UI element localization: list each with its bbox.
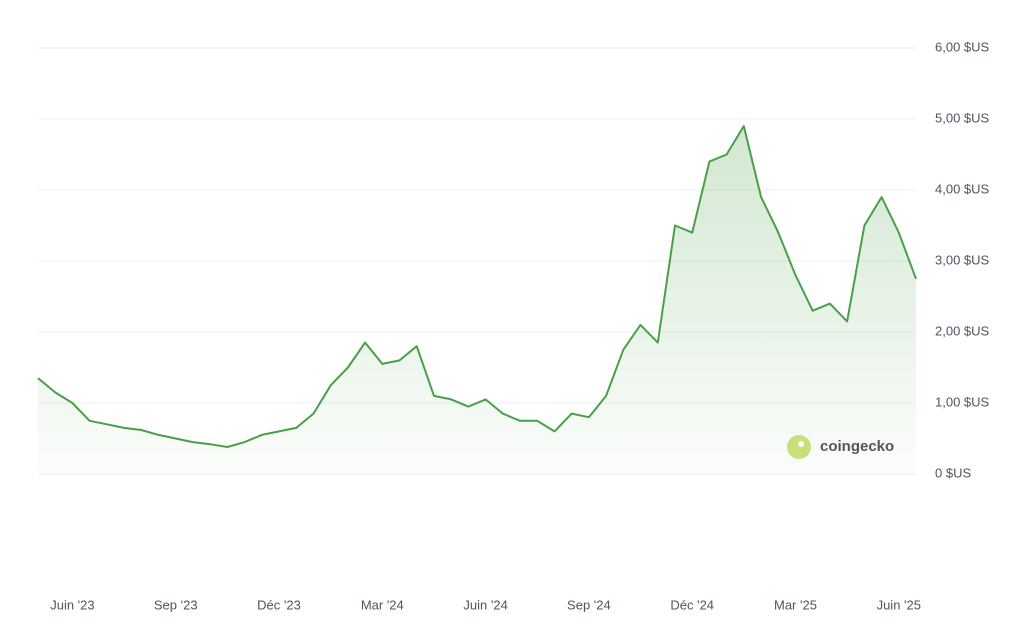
watermark-text: coingecko xyxy=(820,438,894,455)
y-tick-label: 3,00 $US xyxy=(935,252,990,267)
x-tick-label: Sep '23 xyxy=(154,597,198,612)
price-line xyxy=(37,125,917,448)
x-tick-label: Mar '25 xyxy=(774,597,817,612)
x-tick-label: Déc '24 xyxy=(670,597,714,612)
x-tick-label: Déc '23 xyxy=(257,597,301,612)
y-tick-label: 2,00 $US xyxy=(935,323,990,338)
area xyxy=(38,126,916,474)
x-tick-label: Juin '23 xyxy=(50,597,94,612)
y-tick-label: 6,00 $US xyxy=(935,39,990,54)
x-tick-label: Juin '24 xyxy=(463,597,507,612)
x-tick-label: Sep '24 xyxy=(567,597,611,612)
x-tick-label: Juin '25 xyxy=(877,597,921,612)
y-tick-label: 0 $US xyxy=(935,465,971,480)
y-tick-label: 4,00 $US xyxy=(935,181,990,196)
y-tick-label: 1,00 $US xyxy=(935,394,990,409)
watermark: coingecko xyxy=(787,435,894,459)
x-tick-label: Mar '24 xyxy=(361,597,404,612)
y-tick-label: 5,00 $US xyxy=(935,110,990,125)
